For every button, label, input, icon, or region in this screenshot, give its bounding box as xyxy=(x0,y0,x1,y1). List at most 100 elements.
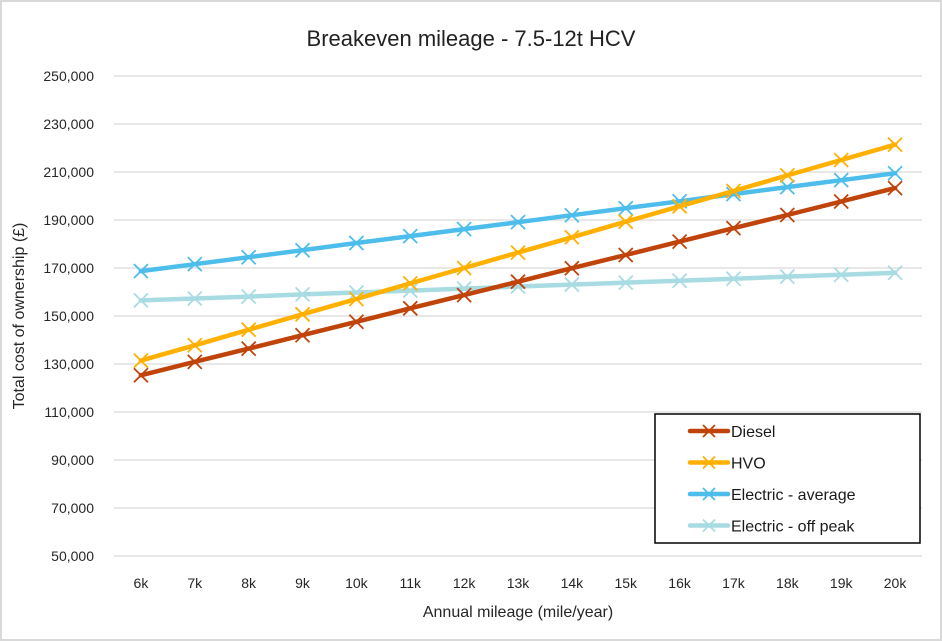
series-electric-average xyxy=(133,165,903,279)
data-point-marker xyxy=(133,263,149,279)
data-point-marker xyxy=(294,327,311,343)
chart-title: Breakeven mileage - 7.5-12t HCV xyxy=(307,26,636,51)
legend-item: Diesel xyxy=(687,424,775,441)
data-point-marker xyxy=(402,300,418,316)
data-point-marker xyxy=(887,265,903,281)
data-point-marker xyxy=(887,180,903,196)
y-tick-label: 230,000 xyxy=(43,116,94,132)
data-point-marker xyxy=(671,233,688,250)
x-tick-label: 19k xyxy=(830,575,854,591)
x-tick-label: 8k xyxy=(241,575,257,591)
data-point-marker xyxy=(833,172,849,188)
y-tick-label: 90,000 xyxy=(51,452,94,468)
x-tick-label: 9k xyxy=(295,575,311,591)
series-electric-off-peak xyxy=(133,265,903,309)
legend-item: Electric - off peak xyxy=(687,518,855,536)
x-axis-title: Annual mileage (mile/year) xyxy=(423,604,613,621)
data-point-marker xyxy=(133,353,149,369)
data-point-marker xyxy=(510,245,526,261)
x-tick-label: 7k xyxy=(187,575,203,591)
data-point-marker xyxy=(725,183,742,199)
data-point-marker xyxy=(133,367,149,383)
legend-label: Electric - average xyxy=(731,487,856,504)
data-point-marker xyxy=(348,291,365,307)
data-point-marker xyxy=(725,271,742,287)
legend: Diesel HVO Electric - average Electric - of… xyxy=(654,413,921,544)
data-point-marker xyxy=(618,247,634,263)
y-tick-label: 250,000 xyxy=(43,68,94,84)
x-tick-label: 12k xyxy=(453,575,477,591)
data-point-marker xyxy=(725,220,742,236)
data-point-marker xyxy=(294,242,311,258)
y-tick-label: 110,000 xyxy=(44,404,94,420)
series-lines xyxy=(133,137,903,383)
x-tick-label: 10k xyxy=(345,575,369,591)
y-tick-label: 170,000 xyxy=(43,260,94,276)
y-tick-label: 190,000 xyxy=(43,212,94,228)
x-tick-label: 18k xyxy=(776,575,800,591)
data-point-marker xyxy=(887,137,903,153)
legend-box xyxy=(654,413,921,544)
data-point-marker xyxy=(348,235,365,251)
data-point-marker xyxy=(833,193,849,210)
y-axis-title: Total cost of ownership (£) xyxy=(11,223,28,410)
x-tick-label: 14k xyxy=(561,575,585,591)
data-point-marker xyxy=(456,287,472,303)
legend-label: Electric - off peak xyxy=(731,519,855,536)
data-point-marker xyxy=(833,152,849,168)
data-point-marker xyxy=(456,221,472,237)
data-point-marker xyxy=(779,269,795,285)
data-point-marker xyxy=(402,228,418,244)
data-point-marker xyxy=(618,214,634,230)
data-point-marker xyxy=(241,322,257,338)
data-point-marker xyxy=(294,306,311,322)
legend-label: HVO xyxy=(731,456,766,473)
data-point-marker xyxy=(241,249,257,265)
data-point-marker xyxy=(564,229,580,245)
data-point-marker xyxy=(702,424,716,438)
series-hvo xyxy=(133,137,903,369)
x-tick-label: 17k xyxy=(722,575,746,591)
legend-item: HVO xyxy=(687,456,766,473)
data-point-marker xyxy=(618,200,634,216)
y-tick-label: 70,000 xyxy=(51,500,94,516)
data-point-marker xyxy=(564,207,580,223)
data-point-marker xyxy=(702,518,716,533)
y-tick-label: 210,000 xyxy=(43,164,94,180)
series-diesel xyxy=(133,180,903,383)
y-axis-ticks: 50,000 70,000 90,000 110,000 130,000 150,000 1… xyxy=(43,68,94,564)
data-point-marker xyxy=(779,167,795,183)
data-point-marker xyxy=(510,274,526,290)
y-tick-label: 130,000 xyxy=(43,356,94,372)
legend-label: Diesel xyxy=(731,424,775,441)
data-point-marker xyxy=(241,341,257,357)
data-point-marker xyxy=(402,275,418,291)
y-tick-label: 150,000 xyxy=(43,308,94,324)
data-point-marker xyxy=(187,354,203,370)
data-point-marker xyxy=(294,286,311,303)
data-point-marker xyxy=(833,267,849,283)
data-point-marker xyxy=(133,292,149,309)
gridlines xyxy=(114,75,922,557)
data-point-marker xyxy=(510,214,526,230)
data-point-marker xyxy=(779,207,795,223)
data-point-marker xyxy=(187,256,203,272)
data-point-marker xyxy=(671,198,688,214)
x-tick-label: 16k xyxy=(668,575,692,591)
data-point-marker xyxy=(187,290,203,307)
y-tick-label: 50,000 xyxy=(51,548,94,564)
x-tick-label: 6k xyxy=(134,575,150,591)
data-point-marker xyxy=(671,273,688,289)
data-point-marker xyxy=(564,276,580,293)
x-tick-label: 13k xyxy=(507,575,531,591)
data-point-marker xyxy=(618,275,634,291)
data-point-marker xyxy=(348,314,365,330)
legend-item: Electric - average xyxy=(687,487,856,504)
data-point-marker xyxy=(887,165,903,181)
data-point-marker xyxy=(187,337,203,353)
data-point-marker xyxy=(779,179,795,195)
data-point-marker xyxy=(702,487,716,501)
x-axis-ticks: 6k 7k 8k 9k 10k 11k 12k 13k 14k 15k 16k 17k 18k 19k 20… xyxy=(134,575,908,591)
x-tick-label: 20k xyxy=(884,575,908,591)
